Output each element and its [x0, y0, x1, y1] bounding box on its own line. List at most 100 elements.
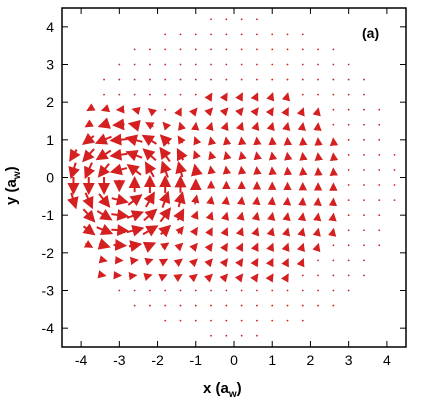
vector-dot [194, 319, 197, 322]
vector-dot [347, 78, 350, 81]
vector-dot [256, 33, 258, 36]
vector-dot [332, 63, 335, 66]
vector-arrow [219, 92, 228, 102]
vector-arrow [204, 92, 213, 102]
vector-dot [164, 33, 167, 36]
vector-arrow [173, 258, 183, 267]
vector-dot [301, 78, 304, 81]
x-axis-title: x (aw) [203, 380, 242, 400]
vector-arrow [67, 192, 79, 210]
x-tick-label: -3 [113, 352, 126, 368]
vector-dot [363, 214, 365, 217]
vector-dot [164, 319, 167, 322]
vector-arrow [84, 162, 96, 180]
vector-arrow [236, 196, 246, 206]
vector-arrow [204, 258, 213, 268]
vector-arrow [193, 150, 201, 160]
vector-dot [378, 154, 381, 156]
vector-dot [271, 319, 274, 322]
vector-arrow [191, 194, 200, 205]
x-tick-label: -4 [75, 352, 88, 368]
vector-arrow [265, 107, 274, 117]
vector-arrow [159, 146, 172, 162]
vector-arrow [238, 151, 247, 161]
vector-arrow [204, 107, 214, 117]
vector-dot [317, 289, 319, 292]
vector-dot [225, 289, 228, 292]
vector-dot [347, 274, 350, 277]
vector-dot [164, 108, 167, 111]
vector-dot [347, 244, 350, 247]
vector-arrow [204, 242, 213, 253]
vector-arrow [68, 162, 80, 180]
vector-arrow [265, 257, 274, 268]
vector-arrow [82, 148, 95, 163]
vector-dot [118, 289, 121, 292]
vector-dot [225, 63, 228, 66]
vector-arrow [95, 148, 112, 161]
vector-dot [164, 48, 167, 51]
vector-arrow [281, 92, 291, 102]
y-tick-label: -4 [42, 320, 55, 336]
vector-arrow [266, 227, 275, 237]
vector-arrow [250, 257, 259, 268]
vector-arrow [253, 166, 262, 175]
vector-arrow [190, 210, 199, 220]
vector-arrow [220, 211, 230, 221]
vector-dot [378, 199, 381, 202]
vector-dot [301, 63, 304, 66]
vector-dot [164, 304, 167, 307]
vector-dot [256, 78, 258, 81]
vector-dot [179, 48, 182, 51]
vector-arrow [208, 136, 217, 146]
vector-dot [240, 18, 243, 21]
vector-dot [225, 304, 228, 307]
vector-arrow [235, 227, 244, 237]
vector-arrow [266, 121, 275, 132]
vector-arrow [250, 273, 259, 283]
vector-arrow [266, 242, 275, 252]
vector-dot [317, 259, 319, 262]
vector-arrow [126, 224, 145, 237]
vector-arrow [98, 193, 111, 208]
vector-dot [271, 33, 274, 36]
vector-dot [240, 289, 243, 292]
vector-arrow [142, 148, 157, 161]
vector-arrow [84, 119, 94, 128]
vector-dot [301, 289, 304, 292]
vector-arrow [296, 242, 305, 253]
vector-dot [194, 78, 197, 81]
x-tick-label: 3 [345, 352, 353, 368]
vector-dot [271, 304, 274, 307]
y-axis-title-end: ) [3, 166, 20, 171]
vector-dot [317, 274, 319, 277]
vector-arrow [125, 149, 143, 162]
vector-arrow [126, 210, 144, 222]
y-tick-label: -3 [42, 283, 55, 299]
x-tick-label: 4 [383, 352, 391, 368]
vector-arrow [112, 118, 125, 131]
vector-dot [301, 319, 304, 322]
vector-dot [256, 304, 258, 307]
vector-dot [225, 78, 228, 81]
vector-dot [149, 93, 151, 96]
y-axis-title-main: y (a [3, 178, 20, 205]
vector-arrow [222, 165, 232, 175]
vector-dot [179, 78, 182, 81]
vector-dot [194, 93, 197, 96]
vector-arrow [97, 117, 111, 129]
vector-dot [286, 304, 289, 307]
vector-dot [378, 214, 381, 217]
vector-dot [332, 244, 335, 247]
vector-dot [210, 319, 212, 322]
vector-dot [225, 18, 228, 21]
vector-dot [378, 184, 381, 186]
vector-arrow [282, 227, 291, 237]
vector-arrow [162, 121, 172, 131]
y-tick-label: 2 [46, 94, 54, 110]
vector-arrow [265, 273, 274, 283]
vector-arrow [266, 92, 275, 102]
vector-dot [378, 244, 381, 247]
vector-arrow [174, 107, 182, 117]
vector-dot [301, 304, 304, 307]
